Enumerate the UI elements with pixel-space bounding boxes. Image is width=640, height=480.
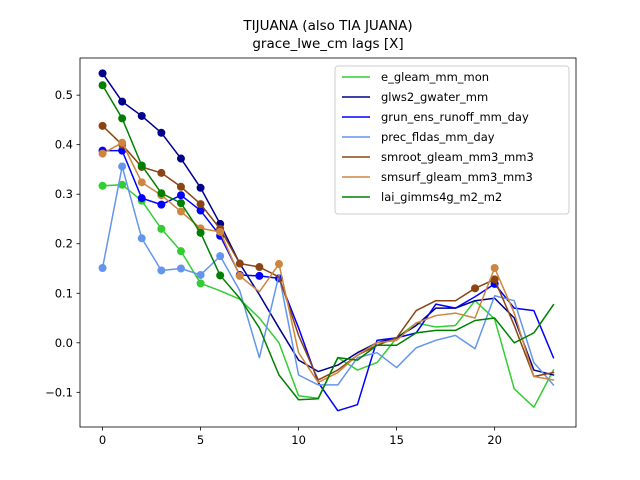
legend-label: e_gleam_mm_mon	[381, 70, 489, 84]
data-point	[196, 279, 205, 288]
data-point	[157, 168, 166, 177]
legend-box	[334, 65, 570, 215]
data-point	[196, 183, 205, 192]
data-point	[216, 227, 225, 236]
data-point	[118, 180, 127, 189]
x-tick-label: 10	[291, 433, 306, 447]
data-point	[471, 284, 480, 293]
data-point	[118, 162, 127, 171]
data-point	[137, 234, 146, 243]
series-line	[101, 72, 555, 376]
data-point	[176, 182, 185, 191]
data-point	[176, 191, 185, 200]
data-point	[137, 178, 146, 187]
data-point	[196, 206, 205, 215]
data-point	[157, 189, 166, 198]
data-point	[255, 271, 264, 280]
data-point	[490, 264, 499, 273]
data-point	[196, 270, 205, 279]
series-line	[101, 184, 555, 408]
data-point	[98, 264, 107, 273]
data-point	[216, 252, 225, 261]
data-point	[235, 259, 244, 268]
axes-frame	[79, 57, 577, 428]
data-point	[118, 97, 127, 106]
data-point	[98, 69, 107, 78]
data-point	[176, 247, 185, 256]
data-point	[137, 111, 146, 120]
data-point	[490, 275, 499, 284]
legend: e_gleam_mm_mon glws2_gwater_mm grun_ens_ru…	[334, 65, 570, 215]
data-point	[255, 263, 264, 272]
legend-label: prec_fldas_mm_day	[381, 130, 495, 144]
data-point	[118, 114, 127, 123]
x-tick-label: 20	[487, 433, 502, 447]
y-tick-label: 0.3	[55, 187, 73, 201]
legend-label: lai_gimms4g_m2_m2	[381, 190, 502, 204]
data-point	[176, 264, 185, 273]
data-point	[176, 154, 185, 163]
data-point	[98, 81, 107, 90]
chart-subtitle: grace_lwe_cm lags [X]	[252, 36, 403, 52]
data-point	[235, 271, 244, 280]
x-tick-label: 0	[99, 433, 106, 447]
y-tick-label: 0.1	[55, 286, 73, 300]
data-point	[137, 161, 146, 170]
data-point	[157, 128, 166, 137]
y-tick-label: 0.0	[55, 336, 73, 350]
legend-label: grun_ens_runoff_mm_day	[381, 110, 529, 124]
data-point	[176, 199, 185, 208]
data-point	[196, 200, 205, 209]
chart-title: TIJUANA (also TIA JUANA)	[242, 18, 412, 34]
plot-area	[98, 69, 555, 412]
y-tick-label: −0.1	[45, 385, 73, 399]
data-point	[274, 260, 283, 269]
data-point	[98, 121, 107, 130]
data-point	[157, 224, 166, 233]
axes: 0 5 10 15 20 −0.1 0.0 0.1 0.2 0.3 0.4 0.5	[45, 57, 577, 447]
legend-label: smroot_gleam_mm3_mm3	[381, 150, 534, 164]
data-point	[98, 149, 107, 158]
legend-label: smsurf_gleam_mm3_mm3	[381, 170, 533, 184]
data-point	[176, 207, 185, 216]
data-point	[157, 266, 166, 275]
x-tick-label: 15	[389, 433, 404, 447]
series-prec_fldas_mm_day	[98, 162, 555, 386]
data-point	[196, 228, 205, 237]
x-tick-label: 5	[197, 433, 204, 447]
data-point	[118, 138, 127, 147]
legend-label: glws2_gwater_mm	[381, 90, 488, 104]
data-point	[157, 200, 166, 209]
data-point	[98, 181, 107, 190]
data-point	[216, 271, 225, 280]
data-point	[118, 146, 127, 155]
series-lai_gimms4g_m2_m2	[98, 81, 555, 401]
y-tick-label: 0.4	[55, 138, 73, 152]
y-tick-label: 0.2	[55, 237, 73, 251]
y-tick-label: 0.5	[55, 88, 73, 102]
series-glws2_gwater_mm	[98, 69, 555, 376]
data-point	[137, 194, 146, 203]
